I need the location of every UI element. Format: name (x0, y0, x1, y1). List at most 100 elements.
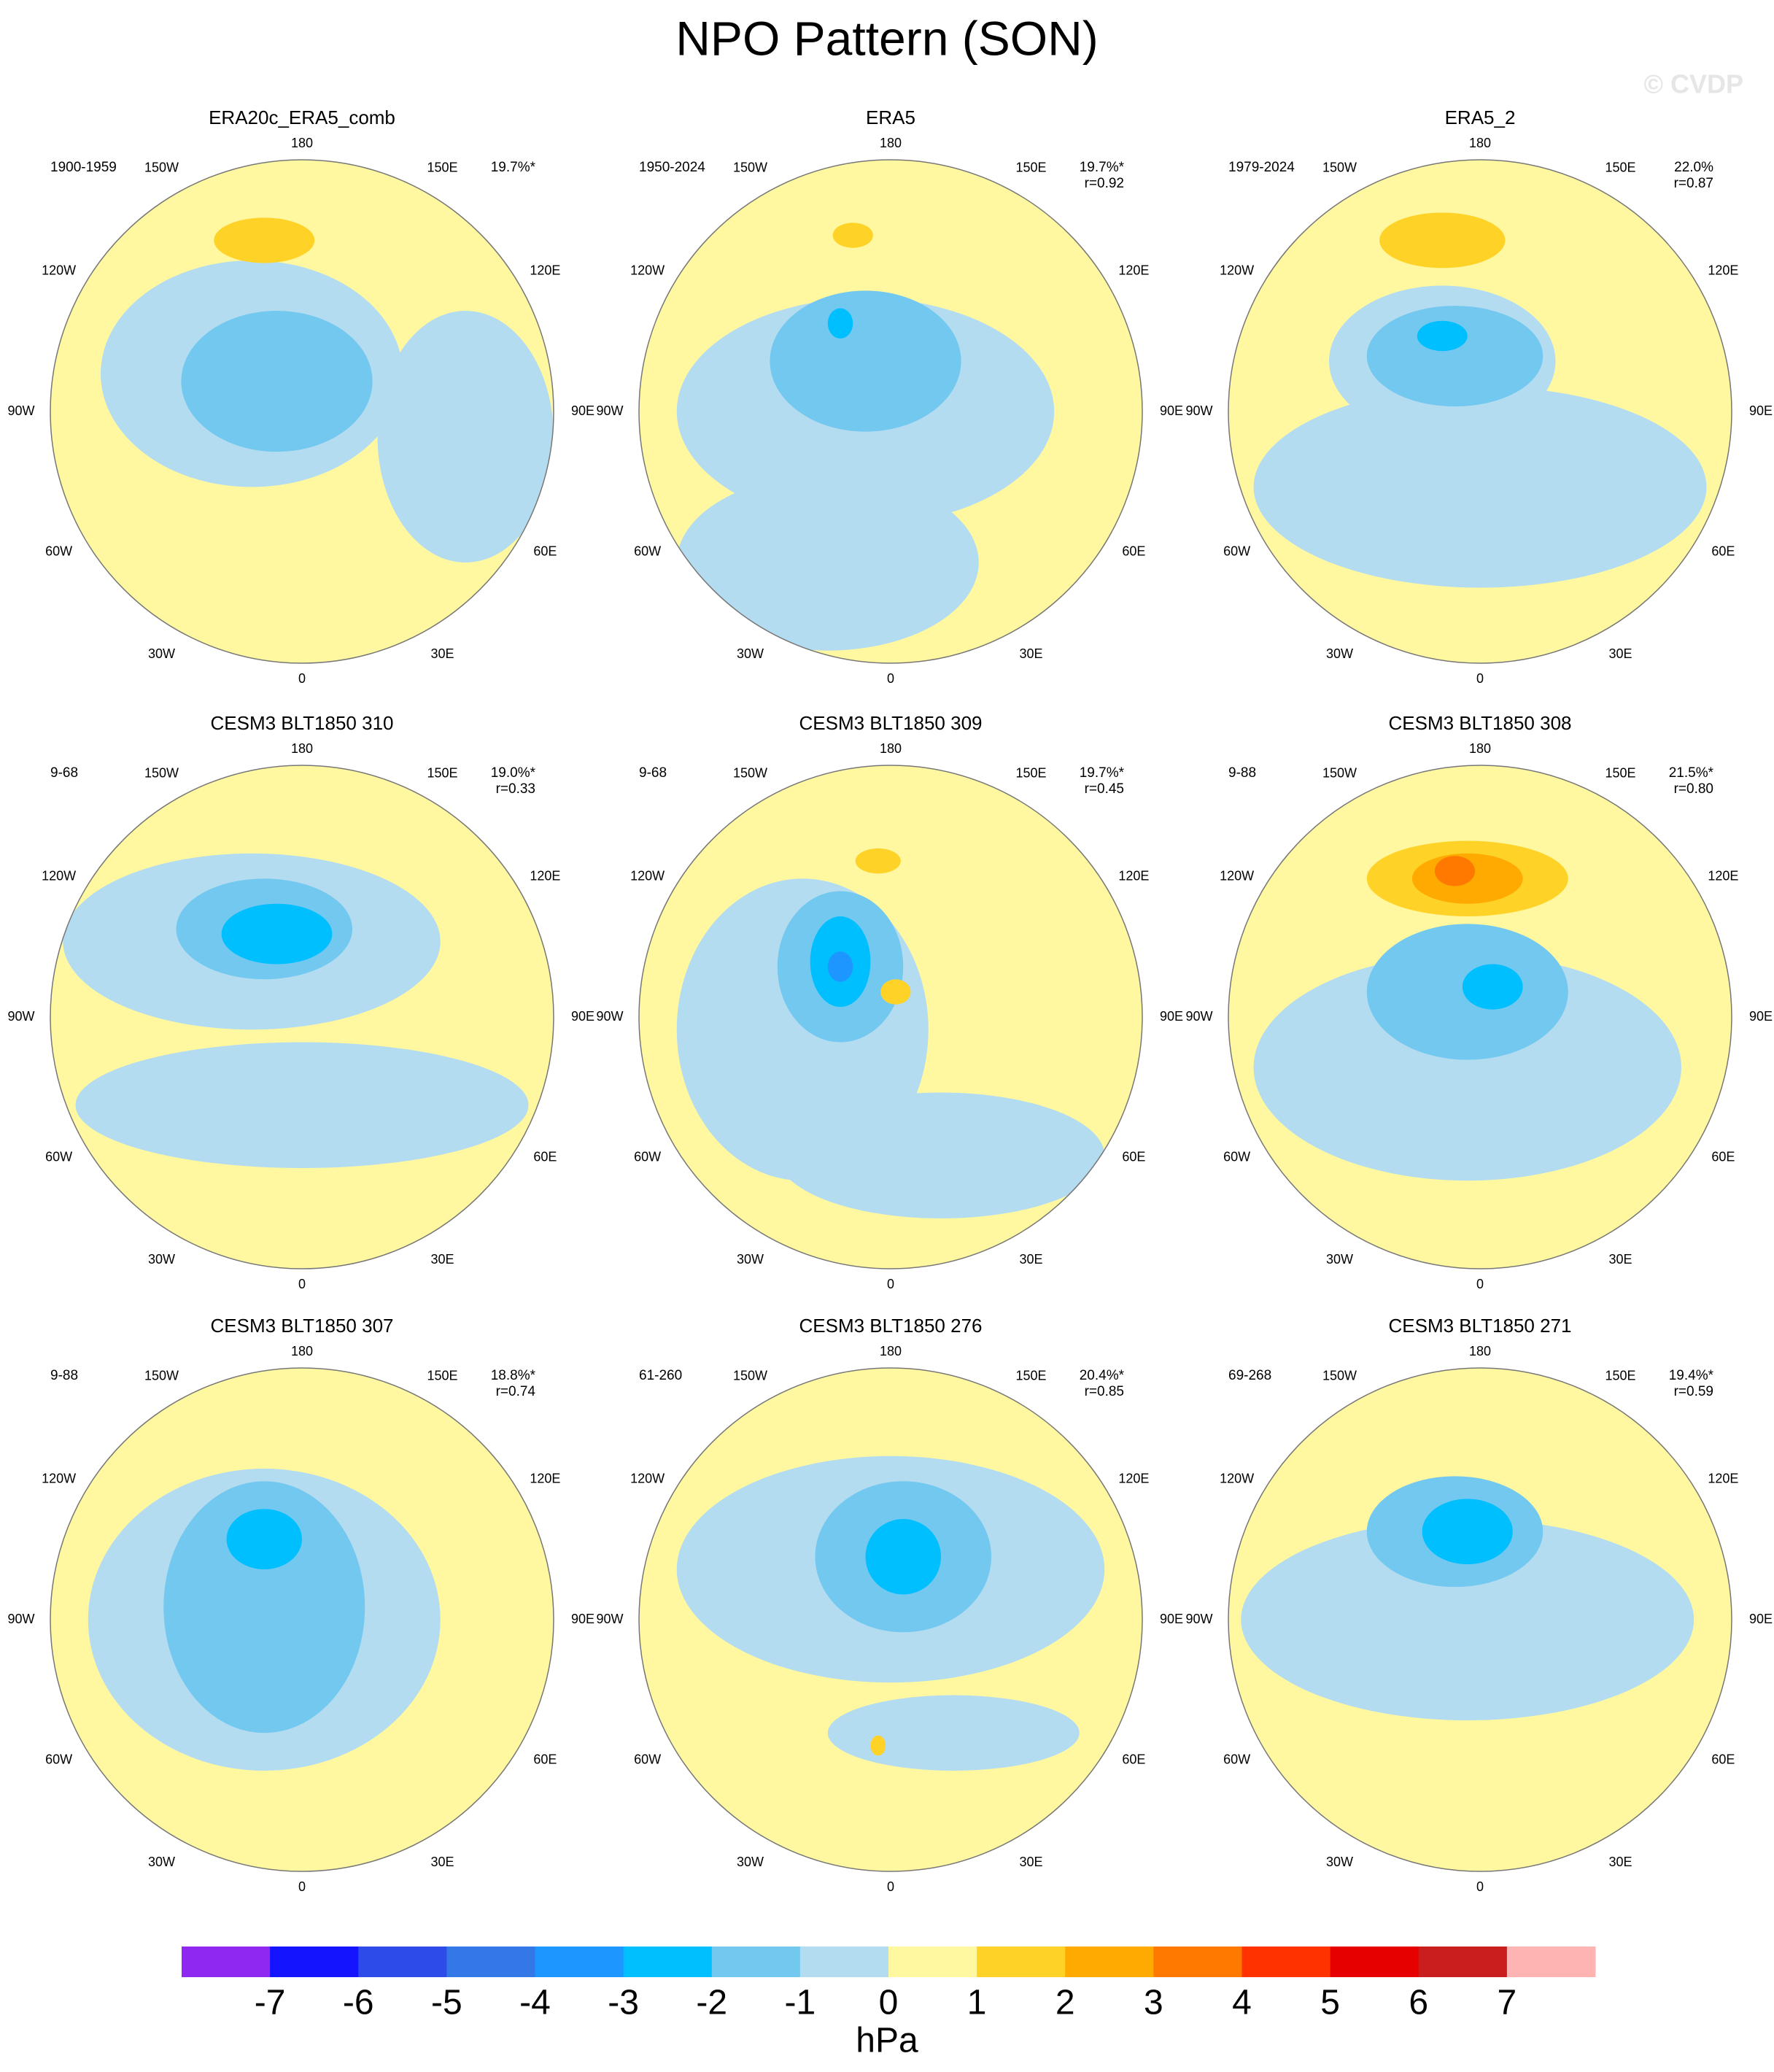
longitude-label: 30W (148, 1855, 175, 1869)
longitude-label: 90E (1160, 403, 1183, 418)
panel-title: ERA5 (866, 107, 915, 128)
field (1253, 212, 1707, 588)
colorbar-box (1418, 1947, 1508, 1977)
field (1241, 1476, 1694, 1720)
longitude-label: 30E (430, 1252, 454, 1267)
longitude-label: 150W (733, 1368, 767, 1383)
colorbar-box (446, 1947, 535, 1977)
colorbar-label: 5 (1320, 1984, 1340, 2022)
longitude-label: 30E (1608, 1855, 1632, 1869)
longitude-label: 0 (887, 1879, 894, 1894)
longitude-label: 90E (1160, 1612, 1183, 1626)
panel-title: ERA20c_ERA5_comb (209, 107, 395, 128)
longitude-label: 150E (427, 1368, 457, 1383)
map-outline (638, 1367, 1143, 1872)
longitude-label: 30W (737, 646, 764, 661)
longitude-label: 120E (530, 1471, 560, 1485)
longitude-label: 60W (45, 544, 72, 558)
field-contour (827, 308, 853, 339)
longitude-label: 60W (634, 544, 661, 558)
longitude-label: 60E (533, 1149, 557, 1164)
period: 1950-2024 (639, 160, 705, 175)
field (676, 848, 1105, 1218)
longitude-label: 180 (291, 741, 313, 756)
period: 69-268 (1228, 1368, 1271, 1383)
longitude-label: 60E (533, 1752, 557, 1766)
map-panel: CESM3 BLT1850 308 9-88 21.5%*r=0.80 180 150E… (1185, 712, 1773, 1291)
longitude-label: 90W (1185, 1009, 1212, 1024)
longitude-label: 180 (880, 136, 902, 150)
longitude-label: 150E (1605, 765, 1635, 780)
field-contour (221, 903, 333, 965)
longitude-label: 120E (1708, 868, 1738, 883)
longitude-label: 60W (1223, 1149, 1250, 1164)
map-panel: CESM3 BLT1850 307 9-88 18.8%*r=0.74 180 150E… (7, 1315, 594, 1894)
map-outline (1228, 159, 1732, 664)
pattern-correlation: r=0.33 (496, 781, 535, 797)
field-contour (1422, 1499, 1513, 1565)
longitude-label: 180 (880, 741, 902, 756)
longitude-label: 30E (1019, 1252, 1042, 1267)
longitude-label: 90W (596, 1009, 623, 1024)
longitude-label: 60W (1223, 544, 1250, 558)
longitude-label: 180 (1469, 1344, 1491, 1358)
pattern-correlation: r=0.80 (1674, 781, 1713, 797)
period: 9-68 (50, 765, 78, 781)
field-contour (1417, 320, 1468, 352)
longitude-label: 0 (887, 671, 894, 686)
figure-title: NPO Pattern (SON) (675, 11, 1098, 65)
panel-title: CESM3 BLT1850 308 (1389, 712, 1572, 734)
longitude-label: 150W (144, 160, 179, 174)
colorbar-label: 4 (1232, 1984, 1252, 2022)
field-contour (832, 223, 873, 248)
longitude-label: 150E (427, 765, 457, 780)
longitude-label: 150W (1322, 765, 1357, 780)
longitude-label: 30W (737, 1252, 764, 1267)
longitude-label: 30E (430, 1855, 454, 1869)
colorbar-box (270, 1947, 359, 1977)
colorbar-unit: hPa (856, 2022, 918, 2060)
colorbar-box (1153, 1947, 1242, 1977)
panel-title: CESM3 BLT1850 307 (211, 1315, 394, 1337)
colorbar-box (888, 1947, 977, 1977)
longitude-label: 90W (1185, 403, 1212, 418)
longitude-label: 120W (630, 1471, 665, 1485)
longitude-label: 60E (1711, 1752, 1735, 1766)
longitude-label: 60E (1122, 544, 1145, 558)
field-contour (1241, 1519, 1694, 1720)
longitude-label: 120W (630, 868, 665, 883)
longitude-label: 120E (1708, 1471, 1738, 1485)
longitude-label: 90W (1185, 1612, 1212, 1626)
longitude-label: 30W (148, 646, 175, 661)
longitude-label: 180 (291, 1344, 313, 1358)
colorbar-label: -3 (608, 1984, 639, 2022)
period: 9-88 (50, 1368, 78, 1383)
field-contour (1366, 306, 1543, 407)
longitude-label: 150E (1015, 160, 1046, 174)
field-contour (880, 979, 911, 1005)
longitude-label: 0 (887, 1277, 894, 1291)
pattern-correlation: r=0.59 (1674, 1384, 1713, 1399)
colorbar-box (623, 1947, 713, 1977)
field-contour (1434, 856, 1476, 886)
map-outline (50, 159, 554, 664)
longitude-label: 60W (45, 1149, 72, 1164)
longitude-label: 0 (1476, 1879, 1484, 1894)
panel-title: ERA5_2 (1445, 107, 1516, 128)
colorbar-box (535, 1947, 624, 1977)
longitude-label: 90W (596, 1612, 623, 1626)
longitude-label: 120W (1220, 868, 1254, 883)
longitude-label: 90E (1749, 403, 1773, 418)
colorbar-box (1330, 1947, 1419, 1977)
longitude-label: 30W (1326, 1855, 1353, 1869)
longitude-label: 60W (634, 1752, 661, 1766)
percent: 19.7%* (1080, 765, 1125, 781)
longitude-label: 120W (42, 263, 76, 277)
colorbar-box (358, 1947, 447, 1977)
map-outline (50, 765, 554, 1269)
percent: 19.4%* (1669, 1368, 1714, 1383)
field-contour (377, 311, 554, 563)
colorbar-box (711, 1947, 801, 1977)
field-contour (827, 1695, 1080, 1771)
field-contour (865, 1519, 941, 1595)
